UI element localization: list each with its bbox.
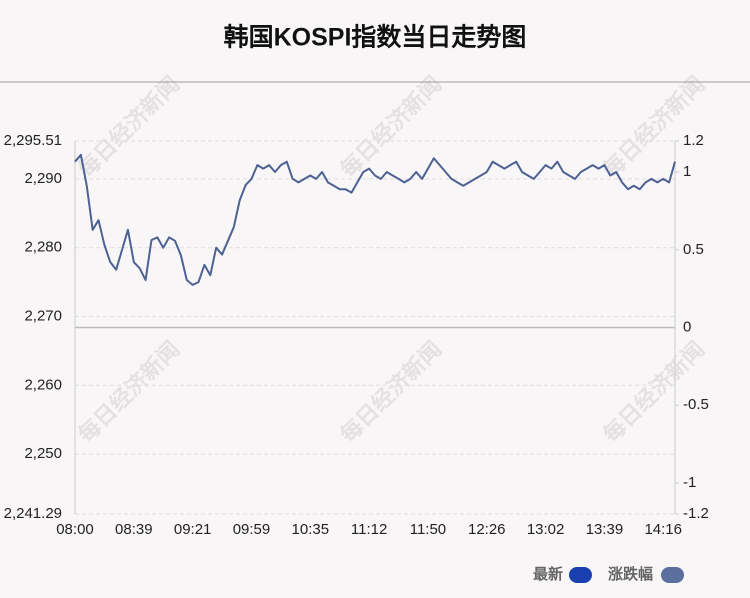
x-tick-label: 12:26 [468, 521, 506, 538]
chart-title: 韩国KOSPI指数当日走势图 [224, 23, 527, 52]
y-tick-label: 2,250 [24, 445, 62, 462]
y-tick-label: 2,260 [24, 376, 62, 393]
legend-swatch [661, 567, 684, 583]
x-tick-label: 13:02 [527, 521, 565, 538]
x-tick-label: 08:00 [56, 521, 94, 538]
y-tick-label: 2,295.51 [4, 132, 62, 149]
x-tick-label: 09:21 [174, 521, 212, 538]
y2-tick-label: 0 [683, 318, 691, 335]
y2-tick-label: -1.2 [683, 505, 709, 522]
y2-tick-label: -1 [683, 474, 696, 491]
legend-label: 最新 [533, 565, 563, 583]
watermark: 每日经济新闻 [598, 336, 709, 447]
legend-swatch [569, 567, 592, 583]
x-tick-label: 09:59 [233, 521, 271, 538]
y-tick-label: 2,290 [24, 170, 62, 187]
y2-tick-label: 1.2 [683, 132, 704, 149]
x-tick-label: 08:39 [115, 521, 153, 538]
legend-label: 涨跌幅 [608, 565, 653, 583]
y2-tick-label: 0.5 [683, 241, 704, 258]
y-tick-label: 2,280 [24, 239, 62, 256]
x-tick-label: 10:35 [292, 521, 330, 538]
y-tick-label: 2,241.29 [4, 505, 62, 522]
x-tick-label: 14:16 [644, 521, 682, 538]
y2-tick-label: -0.5 [683, 396, 709, 413]
x-tick-label: 11:12 [351, 521, 387, 538]
x-tick-label: 13:39 [586, 521, 624, 538]
y-tick-label: 2,270 [24, 307, 62, 324]
watermark: 每日经济新闻 [598, 71, 709, 182]
watermark: 每日经济新闻 [335, 336, 446, 447]
watermark: 每日经济新闻 [73, 336, 184, 447]
watermark: 每日经济新闻 [73, 71, 184, 182]
y2-tick-label: 1 [683, 163, 691, 180]
x-tick-label: 11:50 [410, 521, 446, 538]
price-line [74, 153, 676, 286]
